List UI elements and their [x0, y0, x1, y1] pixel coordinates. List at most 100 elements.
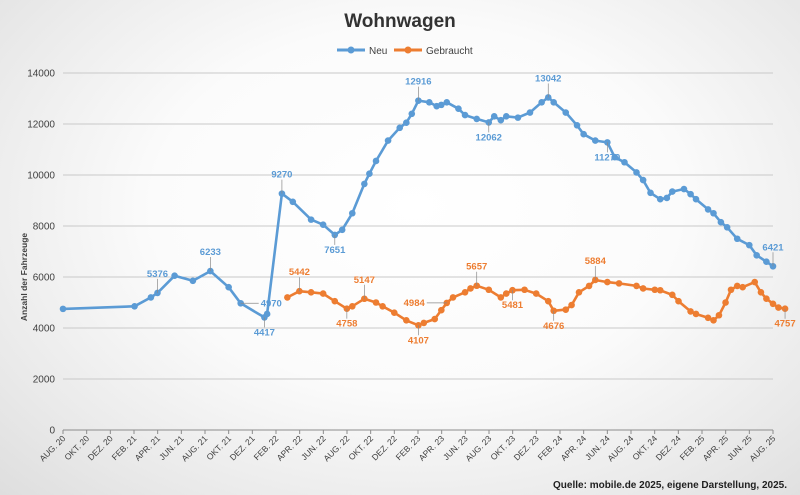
data-point-gebraucht[interactable]: [348, 303, 356, 310]
data-point-neu[interactable]: [485, 119, 493, 126]
data-point-neu[interactable]: [680, 185, 688, 193]
data-point-neu[interactable]: [621, 158, 628, 166]
data-point-gebraucht[interactable]: [497, 294, 505, 301]
data-point-neu[interactable]: [562, 109, 570, 116]
data-point-gebraucht[interactable]: [687, 308, 694, 315]
data-point-gebraucht[interactable]: [675, 297, 682, 305]
data-point-neu[interactable]: [687, 190, 694, 198]
data-point-neu[interactable]: [733, 235, 741, 243]
data-point-neu[interactable]: [769, 262, 777, 270]
data-point-neu[interactable]: [668, 188, 676, 195]
data-point-neu[interactable]: [372, 157, 380, 165]
data-point-neu[interactable]: [639, 176, 647, 184]
data-point-gebraucht[interactable]: [372, 299, 380, 306]
data-point-neu[interactable]: [289, 198, 297, 206]
data-point-gebraucht[interactable]: [568, 301, 575, 309]
data-point-neu[interactable]: [692, 195, 700, 203]
data-point-neu[interactable]: [131, 303, 138, 310]
data-point-gebraucht[interactable]: [604, 278, 611, 286]
data-point-gebraucht[interactable]: [757, 289, 765, 296]
data-point-neu[interactable]: [207, 267, 214, 275]
data-point-neu[interactable]: [611, 153, 619, 161]
data-point-neu[interactable]: [490, 113, 498, 120]
data-point-neu[interactable]: [573, 121, 581, 129]
data-point-gebraucht[interactable]: [467, 285, 474, 292]
data-point-gebraucht[interactable]: [633, 282, 640, 290]
data-point-gebraucht[interactable]: [438, 306, 445, 314]
data-point-gebraucht[interactable]: [544, 297, 552, 305]
data-point-gebraucht[interactable]: [656, 286, 664, 294]
data-point-neu[interactable]: [403, 119, 410, 127]
data-point-neu[interactable]: [633, 169, 640, 176]
data-point-gebraucht[interactable]: [775, 304, 782, 311]
data-point-neu[interactable]: [307, 216, 315, 223]
data-point-neu[interactable]: [361, 180, 368, 188]
data-point-neu[interactable]: [438, 101, 445, 109]
data-point-gebraucht[interactable]: [443, 299, 451, 307]
data-point-gebraucht[interactable]: [769, 300, 777, 308]
data-point-neu[interactable]: [473, 115, 481, 123]
data-point-gebraucht[interactable]: [449, 294, 457, 301]
data-point-neu[interactable]: [348, 209, 356, 217]
data-point-neu[interactable]: [580, 130, 587, 138]
data-point-gebraucht[interactable]: [379, 303, 386, 310]
data-point-gebraucht[interactable]: [639, 285, 647, 292]
data-point-gebraucht[interactable]: [715, 311, 723, 319]
data-point-neu[interactable]: [338, 226, 346, 234]
data-point-neu[interactable]: [319, 221, 327, 229]
data-point-gebraucht[interactable]: [390, 309, 398, 317]
data-point-neu[interactable]: [171, 272, 178, 280]
data-point-gebraucht[interactable]: [562, 306, 570, 313]
data-point-neu[interactable]: [723, 223, 731, 231]
data-point-gebraucht[interactable]: [710, 317, 717, 324]
data-point-gebraucht[interactable]: [739, 283, 746, 291]
data-point-neu[interactable]: [717, 218, 725, 226]
data-point-gebraucht[interactable]: [763, 295, 770, 302]
data-point-neu[interactable]: [461, 111, 469, 119]
data-point-neu[interactable]: [753, 252, 760, 259]
data-point-gebraucht[interactable]: [319, 290, 327, 297]
data-point-gebraucht[interactable]: [284, 294, 291, 301]
data-point-gebraucht[interactable]: [692, 310, 700, 318]
data-point-neu[interactable]: [526, 109, 534, 116]
data-point-neu[interactable]: [384, 137, 392, 144]
data-point-gebraucht[interactable]: [751, 278, 759, 286]
data-point-neu[interactable]: [396, 124, 404, 132]
data-point-neu[interactable]: [366, 170, 373, 178]
data-point-gebraucht[interactable]: [331, 297, 339, 305]
data-point-gebraucht[interactable]: [727, 286, 735, 294]
legend-item-gebraucht[interactable]: Gebraucht: [394, 46, 473, 57]
data-point-gebraucht[interactable]: [668, 291, 676, 299]
data-point-gebraucht[interactable]: [431, 315, 439, 323]
data-point-neu[interactable]: [408, 110, 416, 118]
data-point-gebraucht[interactable]: [502, 290, 510, 297]
data-point-neu[interactable]: [550, 99, 558, 106]
data-point-neu[interactable]: [189, 277, 197, 285]
data-point-gebraucht[interactable]: [361, 295, 368, 303]
data-point-gebraucht[interactable]: [473, 282, 481, 290]
data-point-neu[interactable]: [225, 283, 232, 291]
data-point-neu[interactable]: [710, 209, 717, 217]
data-point-gebraucht[interactable]: [575, 289, 583, 296]
data-point-gebraucht[interactable]: [307, 289, 315, 296]
data-point-neu[interactable]: [592, 137, 599, 144]
data-point-gebraucht[interactable]: [704, 314, 712, 322]
data-point-gebraucht[interactable]: [461, 289, 469, 296]
data-point-neu[interactable]: [745, 241, 753, 249]
data-point-neu[interactable]: [763, 258, 770, 266]
data-point-neu[interactable]: [497, 116, 505, 124]
data-point-gebraucht[interactable]: [722, 299, 729, 306]
data-point-neu[interactable]: [59, 305, 67, 313]
data-point-neu[interactable]: [647, 189, 654, 197]
data-point-neu[interactable]: [514, 114, 522, 121]
data-point-gebraucht[interactable]: [585, 282, 593, 290]
data-point-neu[interactable]: [263, 310, 271, 318]
data-point-gebraucht[interactable]: [485, 286, 493, 294]
data-point-neu[interactable]: [704, 206, 712, 213]
data-point-gebraucht[interactable]: [521, 286, 528, 294]
data-point-neu[interactable]: [656, 195, 664, 203]
data-point-neu[interactable]: [502, 113, 510, 120]
data-point-gebraucht[interactable]: [420, 319, 428, 327]
data-point-neu[interactable]: [147, 294, 155, 301]
data-point-neu[interactable]: [425, 99, 433, 106]
